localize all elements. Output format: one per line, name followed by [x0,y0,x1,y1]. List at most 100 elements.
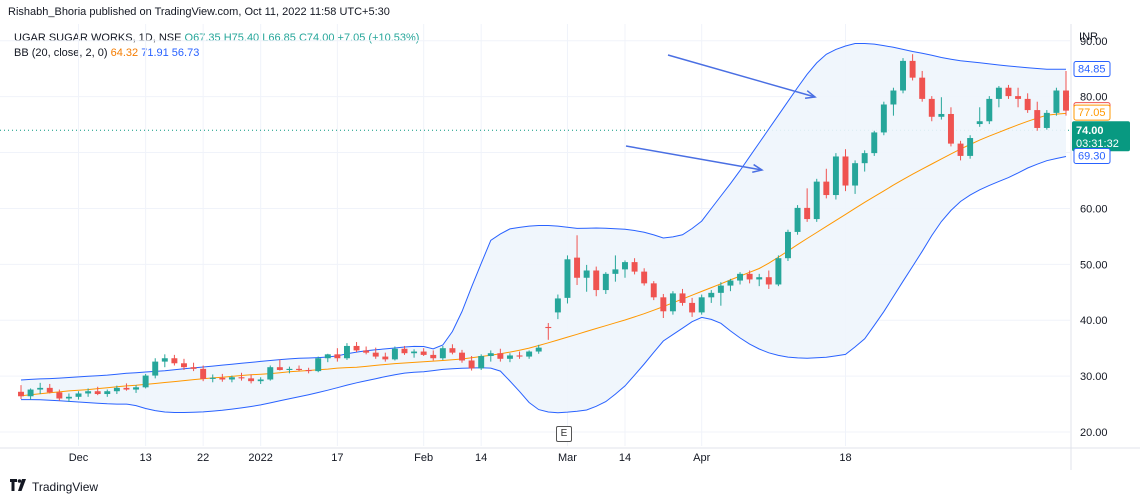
candle-body [727,280,734,286]
candle [449,344,456,355]
candle [631,258,638,275]
candle [737,272,744,285]
candle-body [487,353,494,357]
candle [1024,93,1031,113]
candle [583,264,590,292]
candle-body [861,153,868,164]
candle [535,344,542,354]
candle [315,356,322,373]
candle-body [631,262,638,272]
candle-body [919,77,926,99]
candle [813,178,820,222]
candle-body [669,293,676,312]
earnings-event-marker[interactable]: E [556,426,572,442]
candle [1005,84,1012,99]
candle-body [995,87,1002,99]
candle-body [123,387,130,390]
candle-body [439,348,446,359]
candle-body [401,348,408,354]
candle [832,153,839,200]
annotation-arrow [625,145,764,173]
candle-body [372,352,379,357]
candle-body [75,393,82,397]
candle-body [181,363,187,368]
candle [1063,70,1069,116]
candle [727,278,734,292]
candle [574,235,581,286]
candle-body [1063,90,1069,111]
candle [430,350,437,361]
candle-body [334,354,341,359]
candle-body [353,345,360,351]
candle [401,345,408,355]
footer: TradingView [10,479,98,494]
candle [113,385,120,395]
candle-body [449,348,456,353]
candle [976,107,983,127]
candle [286,366,293,374]
candle-body [468,360,475,369]
axes: 20.0030.0040.0050.0060.0070.0080.0090.00… [0,24,1140,470]
candle-body [1005,87,1012,97]
arrow-shaft [667,54,816,98]
candle-body [564,259,571,298]
candle-body [27,389,34,397]
candle [181,358,187,370]
candle [363,346,370,355]
candle [823,168,830,199]
candle [622,260,628,278]
candle [353,342,360,353]
candle-body [85,391,92,394]
candle-body [746,273,753,280]
candle-body [363,350,370,353]
candle-body [794,207,801,232]
candle-body [276,367,283,370]
candle [746,270,753,284]
candle-body [832,156,839,196]
bb-basis-value: 64.32 [110,47,139,59]
price-label-text: 69.30 [1078,150,1106,162]
candle-body [785,231,791,259]
candle-body [679,293,686,303]
candle [871,130,878,156]
candle [171,354,178,366]
candle-body [526,351,533,357]
price-label-box [1073,61,1111,78]
candle-body [1043,112,1050,128]
arrow-shaft [625,145,763,171]
candle [545,323,552,340]
candle-body [305,369,312,372]
candle-body [190,367,197,369]
bb-upper-value: 71.91 [141,47,169,59]
candle [919,70,926,102]
candle-body [641,271,648,284]
x-tick-label: 14 [619,452,631,464]
candle-body [880,104,887,133]
candle-body [219,377,226,380]
candle [708,290,715,303]
candle-body [976,121,983,125]
candle-body [459,352,465,361]
bb-basis-line [20,112,1067,397]
candle [669,291,676,315]
candle [842,149,849,192]
price-label-box [1073,147,1111,164]
candle-body [967,138,974,156]
candle-body [554,298,561,313]
candle-body [46,387,53,393]
candle [248,374,255,384]
candle-body [708,292,715,298]
x-tick-label: Mar [558,452,577,464]
candle-body [842,156,849,186]
bb-fill-area [21,43,1066,413]
price-label-text: 84.85 [1078,64,1106,76]
candle-body [228,377,235,380]
candle-body [420,351,427,355]
footer-brand: TradingView [32,479,99,494]
annotation-arrow [667,54,817,99]
candle [995,86,1002,108]
candle [468,356,475,371]
candle [497,348,504,362]
candle [880,101,887,136]
